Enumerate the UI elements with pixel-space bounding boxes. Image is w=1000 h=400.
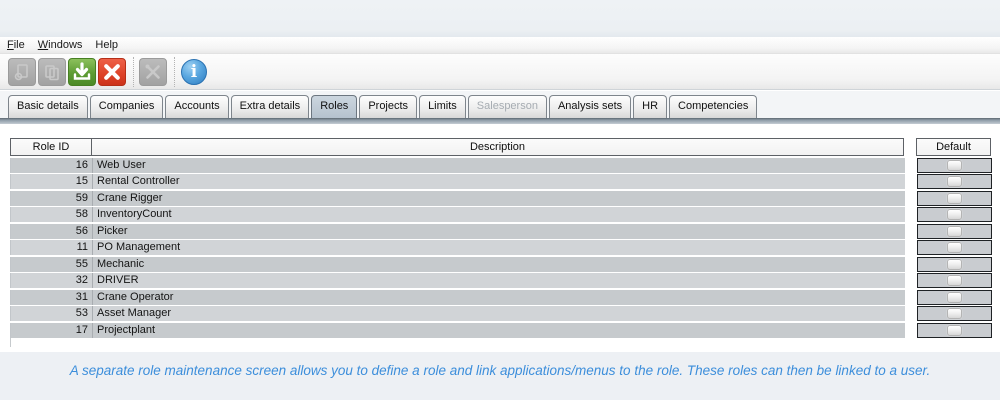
- footer-caption: A separate role maintenance screen allow…: [69, 363, 931, 378]
- grid-rows: 16 Web User 15 Rental Controller 59 Crane Rig…: [10, 157, 992, 338]
- role-id-cell: 56: [10, 223, 92, 239]
- tab-salesperson: Salesperson: [467, 95, 547, 118]
- tab-roles[interactable]: Roles: [311, 95, 358, 118]
- table-row[interactable]: 15 Rental Controller: [10, 174, 992, 189]
- default-cell: [917, 273, 992, 288]
- description-cell: DRIVER: [92, 273, 905, 288]
- role-id-cell: 59: [10, 190, 92, 206]
- role-id-cell: 17: [10, 322, 92, 338]
- window-top-strip: [0, 0, 1000, 37]
- description-cell: Asset Manager: [92, 306, 905, 321]
- toolbar: i: [0, 53, 1000, 90]
- default-cell: [917, 256, 992, 272]
- role-id-cell: 55: [10, 256, 92, 272]
- tab-bar: Basic details Companies Accounts Extra deta…: [8, 95, 758, 118]
- default-cell: [917, 289, 992, 305]
- roles-grid: Role ID Description Default 16 Web User 15…: [10, 138, 992, 347]
- role-id-cell: 15: [10, 174, 92, 189]
- menu-item-windows[interactable]: Windows: [37, 39, 83, 51]
- default-checkbox[interactable]: [947, 291, 962, 303]
- default-cell: [917, 157, 992, 173]
- default-checkbox[interactable]: [947, 159, 962, 171]
- tools-button: [139, 57, 167, 86]
- delete-button[interactable]: [98, 57, 126, 86]
- copy-button: [38, 57, 66, 86]
- default-cell: [917, 240, 992, 255]
- grid-tail: [10, 337, 992, 347]
- role-id-cell: 16: [10, 157, 92, 173]
- tab-strip-band: [0, 118, 1000, 124]
- menu-item-file[interactable]: File: [7, 39, 25, 51]
- table-row[interactable]: 31 Crane Operator: [10, 289, 992, 305]
- copy-icon: [43, 63, 61, 81]
- description-cell: PO Management: [92, 240, 905, 255]
- description-cell: InventoryCount: [92, 207, 905, 222]
- default-checkbox[interactable]: [947, 275, 962, 286]
- info-icon: i: [181, 58, 207, 85]
- description-cell: Rental Controller: [92, 174, 905, 189]
- default-cell: [917, 190, 992, 206]
- default-checkbox[interactable]: [947, 242, 962, 253]
- tab-companies[interactable]: Companies: [89, 95, 164, 118]
- tab-basic-details[interactable]: Basic details: [8, 95, 88, 118]
- content-area: Role ID Description Default 16 Web User 15…: [0, 124, 1000, 352]
- table-row[interactable]: 53 Asset Manager: [10, 306, 992, 321]
- column-header-description: Description: [91, 138, 904, 156]
- tab-hr[interactable]: HR: [633, 95, 668, 118]
- role-id-cell: 31: [10, 289, 92, 305]
- description-cell: Mechanic: [92, 256, 905, 272]
- default-checkbox[interactable]: [947, 324, 962, 336]
- table-row[interactable]: 16 Web User: [10, 157, 992, 173]
- table-row[interactable]: 11 PO Management: [10, 240, 992, 255]
- tab-accounts[interactable]: Accounts: [165, 95, 229, 118]
- save-button[interactable]: [68, 57, 96, 86]
- description-cell: Web User: [92, 157, 905, 173]
- default-cell: [917, 174, 992, 189]
- tab-competencies[interactable]: Competencies: [669, 95, 758, 118]
- grid-header-row: Role ID Description Default: [10, 138, 992, 156]
- default-cell: [917, 322, 992, 338]
- role-id-cell: 32: [10, 273, 92, 288]
- table-row[interactable]: 55 Mechanic: [10, 256, 992, 272]
- column-header-default: Default: [916, 138, 991, 156]
- default-checkbox[interactable]: [947, 192, 962, 204]
- tools-icon: [144, 63, 162, 81]
- default-checkbox[interactable]: [947, 176, 962, 187]
- default-cell: [917, 223, 992, 239]
- toolbar-separator: [133, 56, 134, 87]
- description-cell: Crane Rigger: [92, 190, 905, 206]
- save-download-icon: [72, 61, 92, 82]
- tab-analysis-sets[interactable]: Analysis sets: [548, 95, 632, 118]
- toolbar-separator: [174, 56, 175, 87]
- column-header-role-id: Role ID: [10, 138, 92, 156]
- role-id-cell: 58: [10, 207, 92, 222]
- default-checkbox[interactable]: [947, 209, 962, 220]
- role-id-cell: 53: [10, 306, 92, 321]
- tab-limits[interactable]: Limits: [419, 95, 466, 118]
- tab-projects[interactable]: Projects: [359, 95, 418, 118]
- attachment-icon: [13, 63, 31, 81]
- default-cell: [917, 207, 992, 222]
- attach-button: [8, 57, 36, 86]
- table-row[interactable]: 56 Picker: [10, 223, 992, 239]
- description-cell: Crane Operator: [92, 289, 905, 305]
- table-row[interactable]: 32 DRIVER: [10, 273, 992, 288]
- info-button[interactable]: i: [180, 58, 208, 86]
- table-row[interactable]: 59 Crane Rigger: [10, 190, 992, 206]
- default-checkbox[interactable]: [947, 258, 962, 270]
- default-cell: [917, 306, 992, 321]
- description-cell: Picker: [92, 223, 905, 239]
- footer: A separate role maintenance screen allow…: [0, 352, 1000, 400]
- table-row[interactable]: 17 Projectplant: [10, 322, 992, 338]
- description-cell: Projectplant: [92, 322, 905, 338]
- role-id-cell: 11: [10, 240, 92, 255]
- menu-item-help[interactable]: Help: [95, 39, 119, 51]
- default-checkbox[interactable]: [947, 225, 962, 237]
- tab-zone: Basic details Companies Accounts Extra deta…: [0, 91, 1000, 118]
- delete-x-icon: [102, 62, 122, 82]
- default-checkbox[interactable]: [947, 308, 962, 319]
- menu-bar: File Windows Help: [0, 37, 1000, 53]
- tab-extra-details[interactable]: Extra details: [230, 95, 310, 118]
- table-row[interactable]: 58 InventoryCount: [10, 207, 992, 222]
